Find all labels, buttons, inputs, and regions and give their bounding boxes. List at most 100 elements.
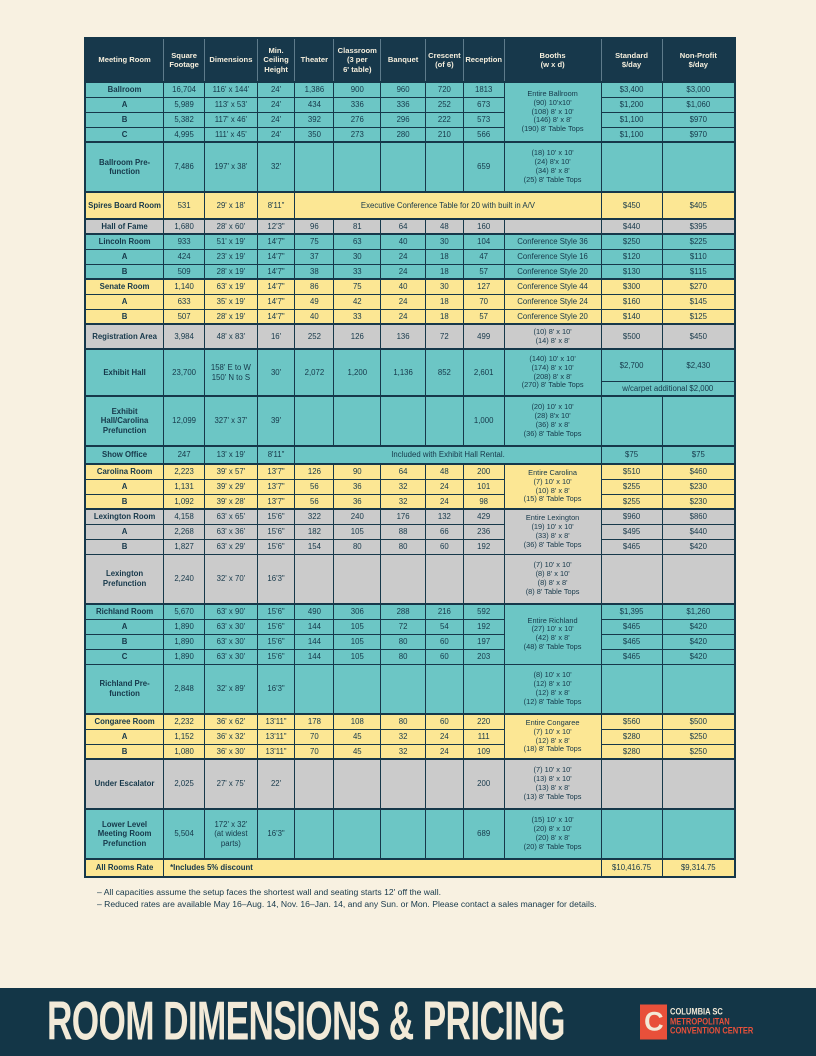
pricing-table: Meeting Room Square Footage Dimensions Min.… [84,37,736,878]
row-label: B [84,743,165,760]
cell: $420 [661,538,736,555]
footnote-reduced-rates: – Reduced rates are available May 16–Aug… [97,899,597,910]
cell [600,663,663,715]
table-row: Richland Pre-function 2,848 32' x 89' 16'3"… [84,663,736,715]
cell: 24' [256,111,296,128]
cell: $465 [600,633,663,650]
row-label: A [84,478,165,495]
cell: 3,984 [163,323,206,350]
booths-cell: Entire Carolina (7) 10' x 10' (10) 8' x … [503,463,602,510]
cell: 176 [380,508,427,525]
row-label: Carolina Room [84,463,165,480]
row-label: Senate Room [84,278,165,295]
cell: 490 [294,603,335,620]
row-label: C [84,648,165,665]
cell: 70 [294,743,335,760]
cell: 13'11" [256,713,296,730]
cell: 172' x 32' (at widest parts) [204,808,258,860]
cell: $510 [600,463,663,480]
cell [294,758,335,810]
cell: 70 [294,728,335,745]
cell: $75 [661,445,736,465]
cell: 15'6" [256,523,296,540]
cell: 16'3" [256,663,296,715]
cell: 63' x 30' [204,618,258,635]
table-row: Lower Level Meeting Room Prefunction 5,50… [84,808,736,860]
cell: 1,140 [163,278,206,295]
cell: 144 [294,618,335,635]
cell: 240 [333,508,382,525]
cell: 24 [425,478,464,495]
cell: 306 [333,603,382,620]
cell: $255 [600,478,663,495]
table-row: Lexington Prefunction 2,240 32' x 70' 16'3"… [84,553,736,605]
row-label: B [84,111,165,128]
cell: 39' x 29' [204,478,258,495]
cell [294,395,335,447]
logo-c-icon: C [640,1004,668,1040]
cell: 192 [462,538,505,555]
cell: 15'6" [256,603,296,620]
column-header: Booths (w x d) [504,38,602,83]
cell [600,808,663,860]
cell: 276 [333,111,382,128]
cell: 2,025 [163,758,206,810]
cell: 566 [462,126,505,143]
cell: 24 [380,248,427,265]
cell: 14'7" [256,293,296,310]
row-label: Show Office [84,445,165,465]
cell: 56 [294,478,335,495]
cell: 14'7" [256,248,296,265]
cell [462,663,505,715]
cell: 509 [163,263,206,280]
cell: 13'11" [256,743,296,760]
cell: 1,152 [163,728,206,745]
booths-cell: (18) 10' x 10' (24) 8'x 10' (34) 8' x 8'… [503,141,602,193]
cell: $270 [661,278,736,295]
cell: 136 [380,323,427,350]
cell: 57 [462,263,505,280]
cell [503,218,602,235]
cell: 64 [380,218,427,235]
cell: $280 [600,728,663,745]
cell: $2,700 [600,348,663,382]
cell: 42 [333,293,382,310]
table-row: B 1,080 36' x 30' 13'11" 70 45 32 24 109 $280 $250 [84,743,736,760]
row-label: Ballroom [84,81,165,98]
cell: 75 [333,278,382,295]
cell: 197' x 38' [204,141,258,193]
row-label: Under Escalator [84,758,165,810]
cell: 236 [462,523,505,540]
cell: $130 [600,263,663,280]
row-label: Richland Pre-function [84,663,165,715]
column-header: Standard $/day [601,38,663,83]
cell: 126 [294,463,335,480]
cell: 24 [380,308,427,325]
cell: 109 [462,743,505,760]
cell [661,141,736,193]
cell: 200 [462,463,505,480]
cell: 90 [333,463,382,480]
table-row: B 1,092 39' x 28' 13'7" 56 36 32 24 98 $255 $230 [84,493,736,510]
cell: 28' x 60' [204,218,258,235]
cell: 1,827 [163,538,206,555]
cell: 1,890 [163,633,206,650]
cell: 39' x 57' [204,463,258,480]
cell: 14'7" [256,278,296,295]
cell [294,141,335,193]
cell: 154 [294,538,335,555]
cell: 18 [425,248,464,265]
cell: 30 [425,278,464,295]
cell: 659 [462,141,505,193]
cell: $450 [661,323,736,350]
cell: 63' x 30' [204,648,258,665]
cell: 30' [256,348,296,397]
cell [661,553,736,605]
cell: 47 [462,248,505,265]
cell: 96 [294,218,335,235]
table-row: C 1,890 63' x 30' 15'6" 144 105 80 60 203 $465 $42… [84,648,736,665]
cell: 350 [294,126,335,143]
cell: 273 [333,126,382,143]
cell: 424 [163,248,206,265]
cell: 105 [333,618,382,635]
